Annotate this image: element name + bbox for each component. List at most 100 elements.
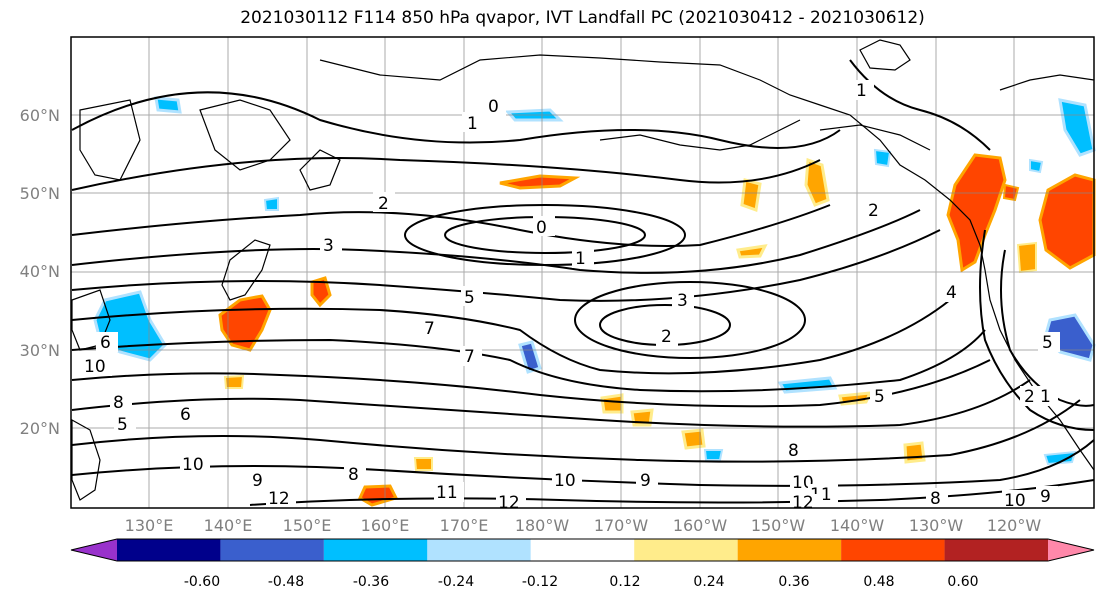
anomaly-patch-negative [1029, 158, 1044, 174]
contour-label: 10 [84, 357, 106, 377]
contour-line [71, 157, 821, 191]
colorbar-segment [530, 539, 635, 561]
longitude-axis: 130°E 140°E 150°E 160°E 170°E 180°W 170°… [125, 516, 1042, 535]
anomaly-patch [681, 428, 706, 450]
anomaly-patch [736, 244, 768, 259]
anomaly-patch-negative [1043, 450, 1077, 466]
contour-label: 8 [348, 465, 359, 485]
contour-label: 4 [946, 283, 957, 303]
latitude-axis: 60°N 50°N 40°N 30°N 20°N [20, 106, 60, 438]
southeast-asia-coast [71, 418, 101, 501]
contour-label: 5 [874, 387, 885, 407]
lat-label: 50°N [20, 184, 60, 203]
contour-label: 1 [856, 81, 867, 101]
lat-label: 20°N [20, 419, 60, 438]
anomaly-patch-negative [1058, 98, 1096, 157]
contour-label: 3 [323, 236, 334, 256]
contour-line [1000, 249, 1095, 407]
lon-label: 140°E [204, 516, 253, 535]
okhotsk-coast [199, 99, 291, 171]
contour-line [979, 229, 1095, 431]
contour-label: 9 [640, 471, 651, 491]
contour-line [71, 299, 951, 375]
contour-label: 8 [788, 441, 799, 461]
colorbar-segment [737, 539, 842, 561]
anomaly-patch [499, 174, 581, 190]
contour-label: 1 [1040, 387, 1051, 407]
colorbar-tick-label: -0.24 [438, 574, 474, 590]
lat-label: 40°N [20, 262, 60, 281]
colorbar-segment [71, 539, 117, 561]
contour-label: 1 [467, 114, 478, 134]
colorbar-segment [323, 539, 428, 561]
contour-line [249, 479, 1095, 506]
colorbar-tick-label: 0.60 [947, 574, 978, 590]
contour-ring-3 [574, 281, 806, 359]
colorbar-tick-label: -0.12 [522, 574, 558, 590]
lat-label: 30°N [20, 341, 60, 360]
contour-label: 5 [1042, 333, 1053, 353]
contour-lines [71, 59, 1095, 506]
contour-label: 0 [488, 97, 499, 117]
lon-label: 140°W [830, 516, 885, 535]
lon-label: 130°E [125, 516, 174, 535]
contour-line [71, 91, 841, 149]
colorbar-segment [1048, 539, 1094, 561]
anomaly-patch-negative [703, 449, 724, 461]
contour-label: 2 [378, 194, 389, 214]
colorbar-outline [70, 538, 1095, 562]
colorbar-tick-label: 0.12 [609, 574, 640, 590]
anomaly-patch [600, 393, 624, 414]
lon-label: 130°W [909, 516, 964, 535]
anomaly-patch [310, 276, 332, 308]
map-title: 2021030112 F114 850 hPa qvapor, IVT Land… [240, 8, 925, 28]
anomaly-patch [223, 374, 245, 389]
anomaly-patch-negative [873, 148, 892, 168]
contour-label: 11 [436, 483, 458, 503]
anomaly-patch [903, 441, 926, 464]
anomaly-patch-interior [1038, 173, 1096, 270]
contour-line [71, 399, 1081, 463]
contour-line [71, 379, 1031, 428]
canada-arctic-coast [999, 74, 1095, 91]
anomaly-patch [413, 457, 433, 471]
sakhalin [299, 149, 341, 191]
contour-label: 6 [180, 405, 191, 425]
contour-ring-0 [404, 204, 686, 266]
gridlines [71, 37, 1094, 508]
contour-label: 5 [464, 288, 475, 308]
colorbar-ticks: -0.60 -0.48 -0.36 -0.24 -0.12 0.12 0.24 … [184, 574, 979, 590]
contour-line [71, 209, 921, 274]
contour-labels: 0 1 2 3 0 1 2 3 5 7 7 2 5 6 8 10 5 6 1 [82, 80, 1060, 513]
anomaly-patch-negative [263, 196, 279, 211]
colorbar-tick-label: -0.60 [184, 574, 220, 590]
contour-label: 3 [677, 291, 688, 311]
contour-label: 9 [252, 471, 263, 491]
contour-label: 10 [554, 471, 576, 491]
colorbar-tick-label: -0.48 [268, 574, 304, 590]
colorbar-segment [944, 539, 1048, 561]
map-border [70, 36, 1095, 509]
alaska-peninsula [599, 119, 801, 151]
contour-label: 12 [792, 493, 814, 513]
lon-label: 120°W [987, 516, 1042, 535]
colorbar [70, 538, 1095, 562]
contour-line [71, 229, 941, 302]
contour-label: 8 [930, 489, 941, 509]
colorbar-tick-label: 0.48 [863, 574, 894, 590]
contour-label: 5 [117, 415, 128, 435]
contour-line [71, 359, 991, 408]
colorbar-segment [841, 539, 945, 561]
contour-label: 1 [575, 249, 586, 269]
contour-label: 9 [1040, 487, 1051, 507]
colorbar-segment [117, 539, 221, 561]
lon-label: 180°W [515, 516, 570, 535]
contour-label: 7 [464, 347, 475, 367]
contour-label: 2 [868, 201, 879, 221]
lon-label: 160°E [361, 516, 410, 535]
lon-label: 160°W [673, 516, 728, 535]
contour-label: 7 [424, 319, 435, 339]
coastlines [71, 39, 1095, 501]
contour-label: 0 [536, 218, 547, 238]
contour-label: 10 [182, 455, 204, 475]
